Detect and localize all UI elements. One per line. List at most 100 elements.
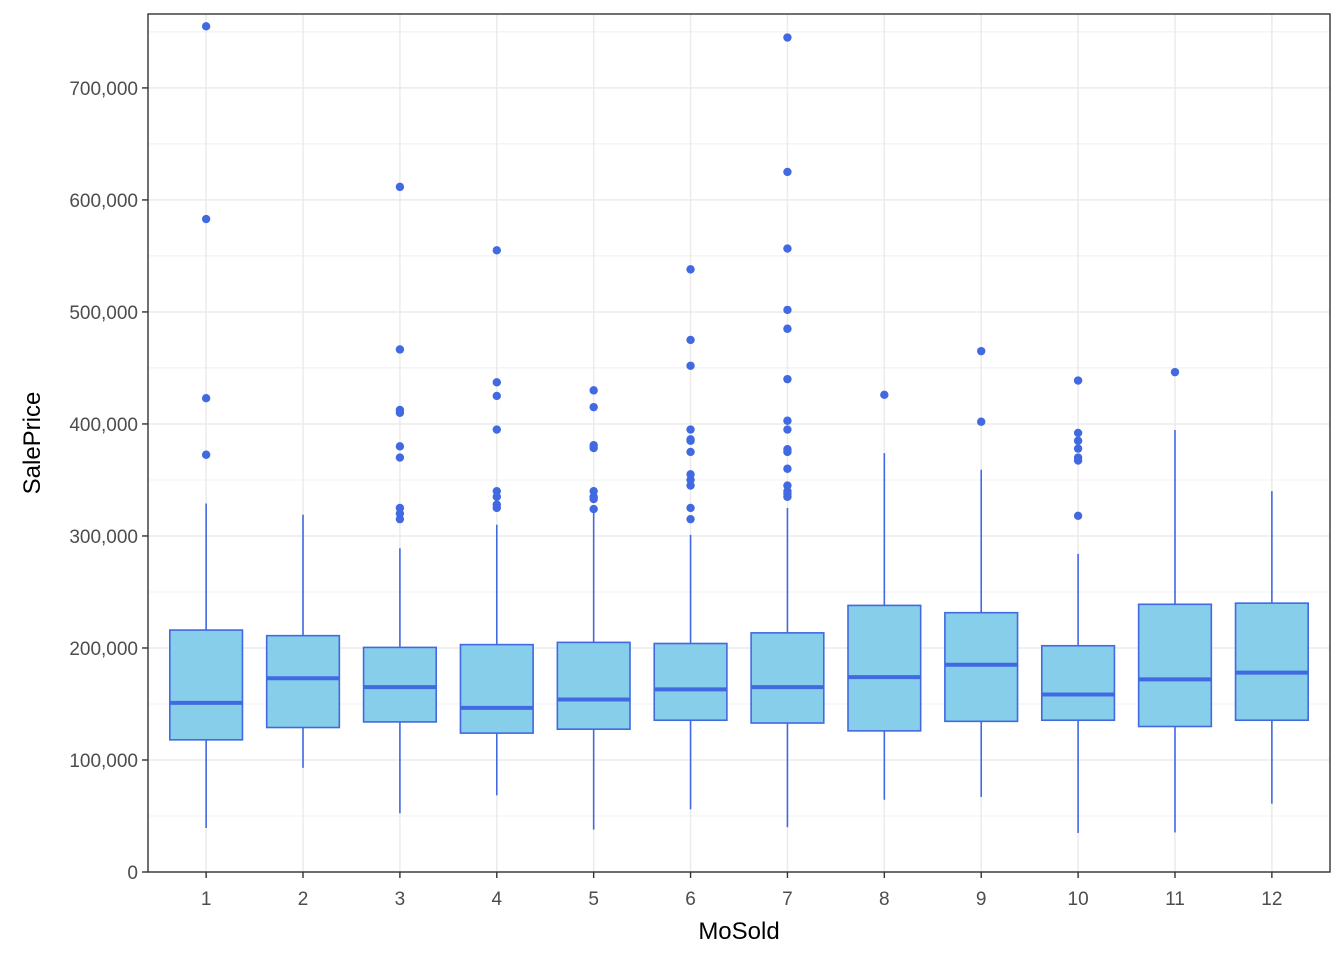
outlier-point (1073, 428, 1083, 438)
y-tick-label: 400,000 (69, 415, 138, 436)
outlier-point (686, 425, 695, 434)
outlier-point (977, 417, 986, 426)
outlier-point (201, 22, 211, 31)
box-iqr (750, 632, 825, 724)
outlier-point (492, 425, 501, 434)
outlier-point (492, 246, 501, 255)
outlier-point (395, 453, 405, 462)
outlier-point (1170, 367, 1180, 377)
x-axis-title: MoSold (698, 918, 779, 945)
outlier-point (492, 378, 501, 387)
outlier-point (686, 447, 695, 457)
y-tick-label: 600,000 (69, 191, 138, 212)
box-group (750, 33, 825, 828)
outlier-point (1073, 436, 1083, 445)
x-tick-label: 1 (201, 889, 212, 910)
outlier-point (686, 436, 695, 445)
outlier-point (201, 393, 211, 403)
box-series (168, 22, 1310, 833)
y-tick-label: 200,000 (69, 639, 138, 660)
box-group (168, 22, 244, 828)
box-iqr (653, 642, 728, 722)
y-tick-label: 700,000 (69, 79, 138, 100)
box-iqr (944, 611, 1019, 723)
outlier-point (783, 492, 792, 501)
outlier-point (686, 361, 695, 370)
outlier-point (783, 416, 792, 425)
outlier-point (783, 324, 792, 333)
outlier-point (492, 391, 501, 401)
outlier-point (880, 390, 889, 400)
x-axis: 1 2 3 4 5 6 7 8 9 10 11 12 (201, 872, 1282, 910)
box-iqr (847, 604, 922, 732)
x-tick-label: 10 (1068, 889, 1089, 910)
x-tick-label: 7 (782, 889, 793, 910)
box-iqr (1040, 644, 1116, 722)
outlier-point (783, 33, 792, 42)
outlier-point (1073, 444, 1083, 453)
outlier-point (783, 425, 792, 434)
outlier-point (589, 443, 598, 453)
y-tick-label: 100,000 (69, 751, 138, 772)
box-group (847, 390, 922, 800)
outlier-point (1073, 456, 1083, 465)
box-iqr (556, 641, 631, 730)
box-iqr (459, 643, 534, 734)
outlier-point (492, 492, 501, 501)
x-tick-label: 6 (685, 889, 696, 910)
outlier-point (395, 442, 405, 451)
box-group (1137, 367, 1213, 833)
outlier-point (686, 335, 695, 345)
x-tick-label: 3 (395, 889, 406, 910)
y-tick-label: 300,000 (69, 527, 138, 548)
box-group (362, 182, 438, 814)
x-tick-label: 9 (976, 889, 987, 910)
box-group (265, 514, 341, 768)
outlier-point (783, 305, 792, 315)
box-group (459, 246, 534, 796)
y-tick-label: 500,000 (69, 303, 138, 324)
box-iqr (168, 629, 244, 741)
outlier-point (783, 167, 792, 177)
box-iqr (265, 634, 341, 729)
panel-border (147, 13, 1331, 873)
outlier-point (783, 464, 792, 473)
x-tick-label: 4 (491, 889, 502, 910)
outlier-point (783, 447, 792, 457)
y-axis-title: SalePrice (19, 392, 46, 495)
outlier-point (686, 265, 695, 274)
outlier-point (589, 402, 598, 412)
box-iqr (1234, 602, 1310, 722)
outlier-point (589, 504, 598, 514)
outlier-point (395, 345, 405, 354)
box-iqr (362, 646, 438, 723)
outlier-point (783, 374, 792, 384)
outlier-point (1073, 511, 1083, 521)
y-axis: 0 100,000 200,000 300,000 400,000 500,000 600,… (69, 79, 148, 884)
box-group (653, 265, 728, 810)
outlier-point (201, 450, 211, 459)
x-tick-label: 5 (588, 889, 599, 910)
outlier-point (686, 481, 695, 490)
x-tick-label: 2 (298, 889, 309, 910)
box-group (1234, 491, 1310, 804)
x-tick-label: 12 (1261, 889, 1282, 910)
box-group (556, 386, 631, 830)
outlier-point (201, 214, 211, 224)
outlier-point (686, 514, 695, 524)
outlier-point (1073, 376, 1083, 385)
x-tick-label: 11 (1165, 889, 1185, 910)
outlier-point (492, 503, 501, 513)
box-group (1040, 376, 1116, 833)
y-tick-label: 0 (127, 863, 138, 884)
outlier-point (395, 408, 405, 417)
outlier-point (395, 182, 405, 192)
outlier-point (686, 503, 695, 513)
outlier-point (977, 346, 986, 356)
outlier-point (783, 244, 792, 253)
box-iqr (1137, 603, 1213, 728)
x-tick-label: 8 (879, 889, 890, 910)
box-group (944, 346, 1019, 797)
outlier-point (395, 514, 405, 524)
